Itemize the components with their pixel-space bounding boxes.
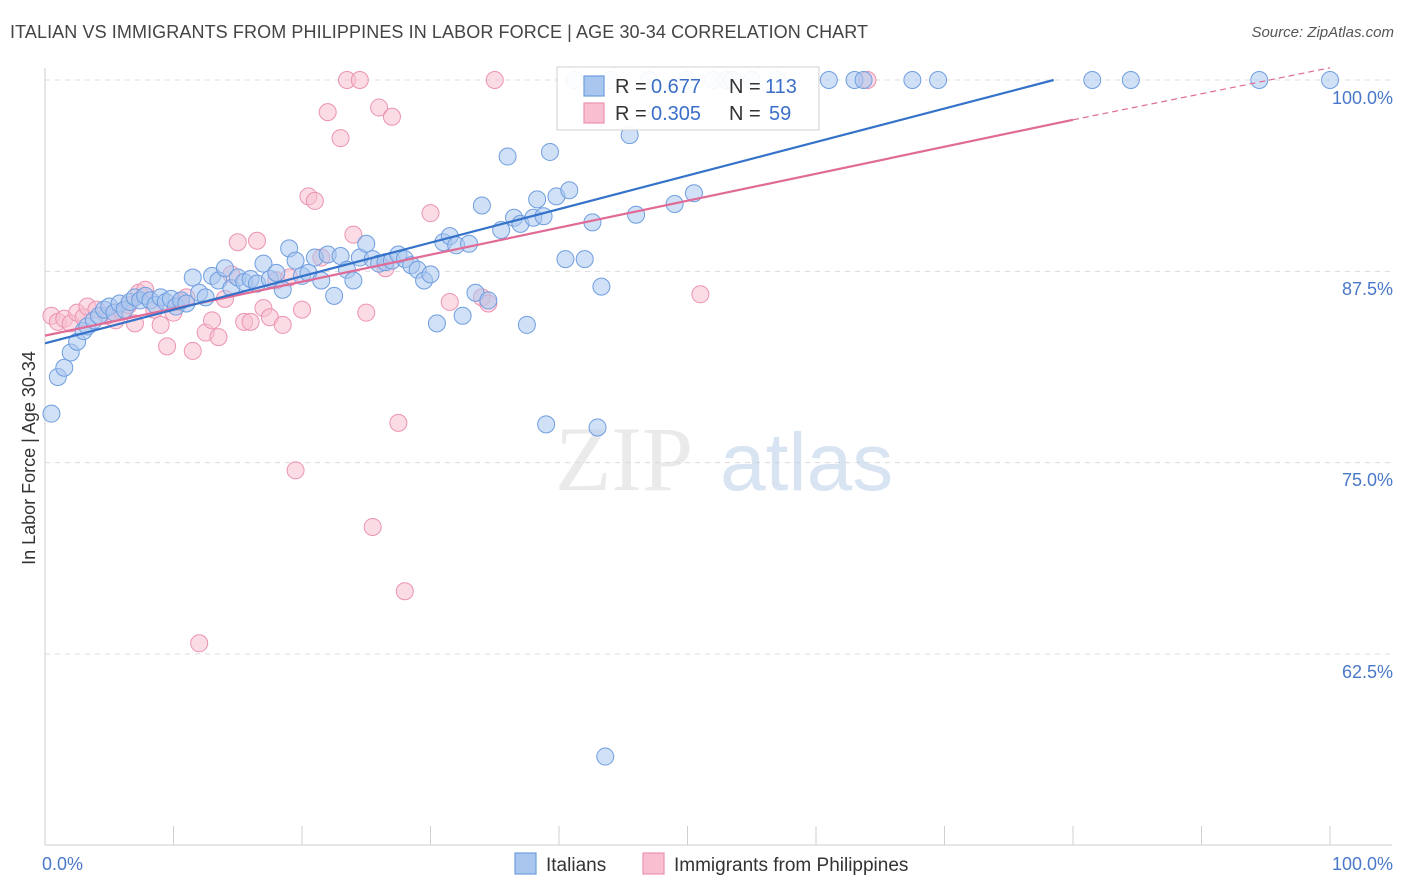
- philippines-point-53: [395, 582, 414, 601]
- bottom-legend-label-italians: Italians: [546, 855, 606, 876]
- philippines-point-45: [344, 225, 363, 244]
- italians-point-51: [344, 271, 363, 290]
- philippines-point-49: [370, 98, 389, 117]
- watermark-zip: ZIP: [555, 408, 693, 510]
- italians-point-111: [1250, 71, 1269, 89]
- legend-r-label-philippines: R =: [615, 103, 647, 125]
- philippines-point-54: [421, 204, 440, 223]
- legend-n-value-philippines: 59: [769, 103, 791, 125]
- axis-layer: [44, 68, 1392, 846]
- philippines-point-21: [183, 341, 202, 360]
- italians-point-80: [534, 207, 553, 226]
- legend-r-label-italians: R =: [615, 76, 647, 98]
- y-axis-label: In Labor Force | Age 30-34: [19, 351, 39, 565]
- legend-r-value-philippines: 0.305: [651, 103, 701, 125]
- philippines-point-30: [241, 312, 260, 331]
- italians-point-46: [312, 271, 331, 290]
- italians-point-0: [42, 404, 61, 423]
- italians-point-69: [460, 234, 479, 253]
- italians-point-82: [541, 142, 560, 161]
- italians-point-53: [357, 234, 376, 253]
- philippines-point-58: [485, 71, 504, 89]
- philippines-point-40: [305, 191, 324, 210]
- italians-point-106: [854, 71, 873, 89]
- italians-point-109: [1083, 71, 1102, 89]
- italians-point-85: [560, 181, 579, 200]
- legend-n-value-italians: 113: [765, 76, 797, 98]
- philippines-point-55: [440, 292, 459, 311]
- philippines-point-35: [273, 315, 292, 334]
- philippines-point-25: [209, 328, 228, 347]
- y-tick-label-75: 75.0%: [1342, 470, 1393, 490]
- italians-point-87: [575, 250, 594, 269]
- italians-point-63: [421, 265, 440, 284]
- philippines-point-46: [350, 71, 369, 89]
- legend-swatch-philippines: [583, 102, 605, 124]
- legend-r-value-italians: 0.677: [651, 76, 701, 98]
- philippines-point-22: [190, 634, 209, 653]
- italians-trend-line: [44, 78, 1055, 345]
- italians-point-104: [819, 71, 838, 89]
- italians-point-108: [929, 71, 948, 89]
- page-title: ITALIAN VS IMMIGRANTS FROM PHILIPPINES I…: [10, 22, 869, 42]
- italians-point-90: [592, 277, 611, 296]
- italians-point-91: [596, 747, 615, 766]
- series-italians-points: [42, 71, 1339, 766]
- y-tick-label-87-5: 87.5%: [1342, 279, 1393, 299]
- bottom-legend-label-philippines: Immigrants from Philippines: [674, 855, 908, 876]
- legend-n-label-italians: N =: [729, 76, 761, 98]
- series-legend: Italians Immigrants from Philippines: [514, 852, 908, 876]
- italians-point-94: [627, 205, 646, 224]
- grid-layer: [45, 79, 1392, 655]
- italians-point-2: [55, 358, 74, 377]
- philippines-point-42: [318, 103, 337, 122]
- philippines-point-51: [382, 107, 401, 126]
- italians-point-77: [517, 315, 536, 334]
- philippines-point-52: [389, 413, 408, 432]
- stats-legend: R = 0.677 N = 113 R = 0.305 N = 59: [556, 66, 820, 131]
- italians-point-37: [254, 254, 273, 273]
- y-tick-label-62-5: 62.5%: [1342, 662, 1393, 682]
- philippines-trend-extension: [1072, 67, 1331, 121]
- philippines-point-38: [293, 300, 311, 319]
- italians-point-39: [267, 263, 286, 282]
- philippines-point-28: [228, 233, 247, 252]
- philippines-point-47: [357, 303, 376, 322]
- philippines-point-31: [248, 231, 267, 250]
- italians-point-42: [286, 251, 305, 270]
- philippines-point-16: [151, 315, 170, 334]
- philippines-point-37: [286, 461, 305, 480]
- italians-point-68: [453, 306, 472, 325]
- trend-lines: [44, 67, 1331, 345]
- legend-n-label-philippines: N =: [729, 103, 761, 125]
- bottom-legend-swatch-italians: [514, 852, 537, 875]
- italians-point-31: [215, 259, 234, 278]
- philippines-point-17: [158, 337, 177, 356]
- italians-point-84: [556, 250, 575, 269]
- source-note: Source: ZipAtlas.com: [1251, 24, 1394, 41]
- legend-swatch-italians: [583, 75, 605, 97]
- x-tick-label-min: 0.0%: [42, 854, 83, 874]
- italians-point-71: [472, 196, 491, 215]
- philippines-point-48: [363, 517, 382, 536]
- watermark-atlas: atlas: [720, 417, 893, 508]
- italians-point-48: [325, 286, 344, 305]
- bottom-legend-swatch-philippines: [642, 852, 665, 875]
- italians-point-89: [588, 418, 607, 437]
- italians-point-79: [528, 190, 547, 209]
- philippines-point-43: [331, 129, 350, 148]
- italians-point-72: [479, 291, 498, 310]
- italians-point-74: [498, 147, 517, 166]
- italians-point-64: [427, 314, 446, 333]
- x-tick-label-max: 100.0%: [1332, 854, 1393, 874]
- italians-point-107: [903, 71, 922, 89]
- philippines-point-24: [203, 311, 222, 330]
- italians-point-110: [1121, 71, 1140, 89]
- italians-point-81: [537, 415, 556, 434]
- philippines-point-59: [691, 285, 710, 304]
- y-tick-label-100: 100.0%: [1332, 88, 1393, 108]
- italians-point-112: [1321, 71, 1339, 89]
- italians-point-26: [183, 268, 202, 287]
